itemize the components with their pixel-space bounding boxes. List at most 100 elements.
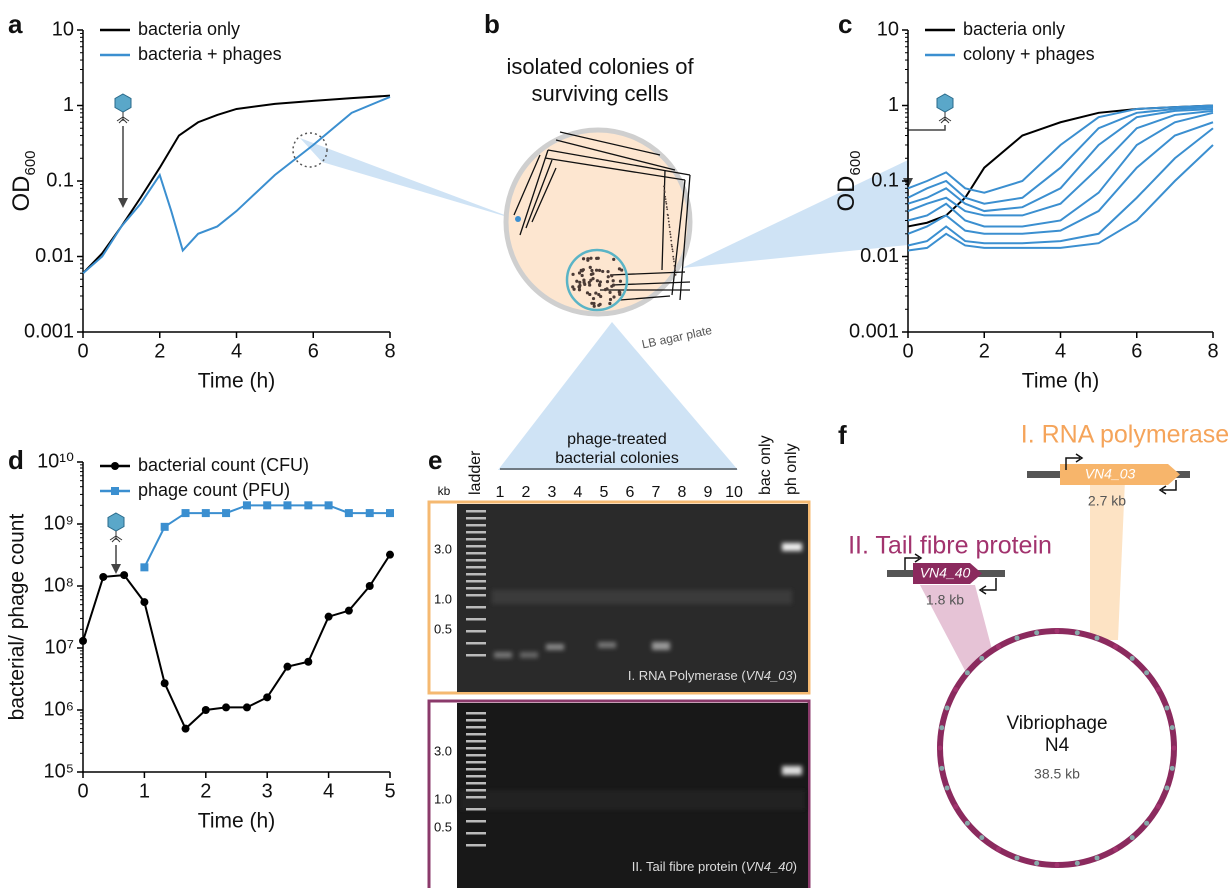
colony (580, 273, 584, 278)
colony (674, 274, 677, 276)
y-axis-label: OD600 (833, 150, 864, 211)
colony (669, 233, 672, 236)
gel-bands (460, 543, 805, 810)
marker (181, 509, 190, 518)
y-tick-label: 10¹⁰ (37, 450, 74, 472)
gene-title: I. RNA polymerase (1021, 421, 1229, 449)
x-tick-label: 0 (902, 340, 913, 362)
orf (939, 765, 945, 771)
panel-letter: d (8, 445, 24, 475)
colony (612, 257, 616, 261)
colony (595, 279, 600, 283)
colony (581, 257, 586, 261)
colony (582, 280, 586, 285)
x-axis-label: Time (h) (1022, 370, 1099, 393)
colony (663, 185, 665, 188)
y-tick-label: 10 (52, 18, 74, 40)
legend-marker (111, 487, 119, 495)
colony (617, 267, 622, 271)
ladder-band (466, 510, 486, 513)
marker (304, 657, 313, 666)
size-label: 0.5 (434, 621, 452, 636)
colony (672, 258, 675, 260)
gel-caption: II. Tail fibre protein (VN4_40) (632, 859, 797, 874)
x-tick-label: 1 (139, 780, 150, 802)
colony (611, 279, 615, 283)
colony (571, 272, 575, 276)
lane-label: ph only (783, 443, 800, 495)
ladder-bands (466, 510, 486, 847)
ladder-band (466, 587, 486, 590)
y-axis-label: bacterial/ phage count (6, 514, 29, 721)
ladder-band (466, 618, 486, 621)
colony (601, 269, 605, 274)
colony (665, 201, 667, 203)
series-line (907, 127, 1214, 247)
lane-label: 8 (678, 484, 687, 501)
lane-label: 1 (496, 484, 505, 501)
ladder-band (466, 754, 486, 757)
colony (666, 208, 669, 211)
phage-icon (114, 93, 132, 124)
colony (595, 256, 599, 260)
marker (79, 636, 87, 645)
gel-header: phage-treated (567, 431, 667, 448)
marker (140, 563, 149, 572)
colony (671, 248, 674, 251)
orf (1144, 820, 1150, 826)
ladder-band (466, 594, 486, 597)
colony (589, 272, 593, 277)
ladder-band (466, 630, 486, 633)
orf (1112, 644, 1118, 650)
colony (665, 206, 668, 208)
ladder-band (466, 844, 486, 847)
orf (995, 644, 1001, 650)
colony (577, 271, 582, 275)
y-label-main: OD (833, 176, 860, 212)
ladder-band (466, 524, 486, 527)
colony (588, 283, 592, 287)
orf (1169, 765, 1175, 771)
kb-label: kb (438, 484, 451, 498)
legend-label: colony + phages (963, 44, 1095, 64)
ladder-band (466, 545, 486, 548)
gene-arrow (913, 563, 982, 584)
zoom-circle (292, 132, 328, 168)
colony (608, 297, 613, 302)
lane-label: 4 (574, 484, 583, 501)
marker (304, 501, 313, 510)
ladder-band (466, 832, 486, 835)
x-tick-label: 2 (154, 340, 165, 362)
orf (964, 820, 970, 826)
colony (670, 243, 673, 246)
ladder-band (466, 552, 486, 555)
orf (1169, 725, 1175, 731)
ladder-band (466, 808, 486, 811)
ladder-band (466, 566, 486, 569)
colony (674, 269, 677, 272)
colony (667, 214, 669, 217)
lane-label: 10 (725, 484, 743, 501)
colony (591, 276, 595, 281)
zoom-wedge (300, 138, 518, 220)
colony (664, 198, 667, 201)
orf (1094, 855, 1100, 861)
marker (242, 703, 251, 712)
ladder-band (466, 775, 486, 778)
series-line (82, 94, 391, 274)
orf (1164, 785, 1170, 791)
y-tick-label: 10⁸ (43, 574, 74, 596)
lane-label: 5 (600, 484, 609, 501)
colony (594, 268, 599, 272)
y-tick-label: 10 (877, 18, 899, 40)
x-tick-label: 5 (384, 780, 395, 802)
lane-label: bac only (757, 435, 774, 495)
x-tick-label: 8 (384, 340, 395, 362)
panel-letter: a (8, 9, 23, 39)
x-tick-label: 4 (1055, 340, 1066, 362)
size-label: 0.5 (434, 819, 452, 834)
colony (578, 280, 582, 284)
orf (1144, 670, 1150, 676)
x-tick-label: 6 (308, 340, 319, 362)
marker (283, 662, 292, 671)
